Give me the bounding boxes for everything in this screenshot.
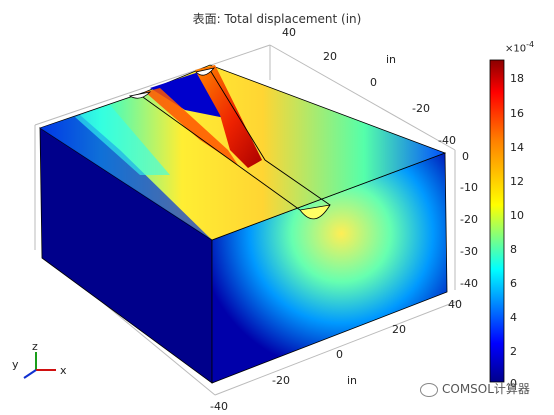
axis-triad: z x y bbox=[12, 340, 67, 379]
triad-z-label: z bbox=[32, 340, 38, 353]
top-axis-tick: 20 bbox=[323, 50, 337, 63]
bottom-axis-tick: -20 bbox=[272, 374, 290, 387]
bottom-axis-tick: 0 bbox=[336, 348, 343, 361]
colorbar-tick-label: 12 bbox=[510, 175, 524, 188]
right-axis-tick: -40 bbox=[460, 277, 478, 290]
colorbar-exponent: ×10-4 bbox=[505, 40, 535, 55]
right-axis-tick: -20 bbox=[460, 213, 478, 226]
bottom-axis-label: in bbox=[347, 374, 357, 387]
colorbar-ticks: 18 16 14 12 10 8 6 4 2 0 bbox=[510, 72, 524, 390]
top-axis-tick: 40 bbox=[282, 26, 296, 39]
colorbar-tick-label: 6 bbox=[510, 277, 517, 290]
colorbar-tick-label: 16 bbox=[510, 107, 524, 120]
bottom-axis-tick: 20 bbox=[392, 323, 406, 336]
top-axis-label: in bbox=[386, 53, 396, 66]
colorbar-tick-label: 14 bbox=[510, 141, 524, 154]
colorbar-tick-label: 2 bbox=[510, 345, 517, 358]
colorbar-tick-label: 8 bbox=[510, 243, 517, 256]
plot-title: 表面: Total displacement (in) bbox=[192, 12, 362, 26]
right-axis-tick: -30 bbox=[460, 245, 478, 258]
right-axis-tick: 0 bbox=[462, 150, 469, 163]
triad-x-label: x bbox=[60, 364, 67, 377]
colorbar-tick-label: 10 bbox=[510, 209, 524, 222]
right-axis: 0 -10 -20 -30 -40 bbox=[460, 150, 478, 290]
top-axis: 40 20 0 -20 -40 in bbox=[282, 26, 456, 147]
bottom-axis-tick: -40 bbox=[210, 400, 228, 413]
watermark: COMSOL计算器 bbox=[420, 380, 530, 397]
bottom-axis-tick: 40 bbox=[448, 298, 462, 311]
colorbar-tick-label: 4 bbox=[510, 311, 517, 324]
colorbar-tick-label: 18 bbox=[510, 72, 524, 85]
colorbar bbox=[489, 59, 505, 383]
top-axis-tick: -40 bbox=[438, 134, 456, 147]
triad-y-label: y bbox=[12, 358, 19, 371]
colorbar-tick-label: 0 bbox=[510, 377, 517, 390]
axis-grid-frame bbox=[34, 44, 461, 396]
right-axis-tick: -10 bbox=[460, 181, 478, 194]
top-axis-tick: -20 bbox=[412, 102, 430, 115]
bottom-axis: 40 20 0 -20 -40 in bbox=[210, 298, 462, 413]
top-axis-tick: 0 bbox=[370, 76, 377, 89]
crack-high-displacement bbox=[195, 65, 262, 168]
wechat-icon bbox=[420, 382, 438, 397]
